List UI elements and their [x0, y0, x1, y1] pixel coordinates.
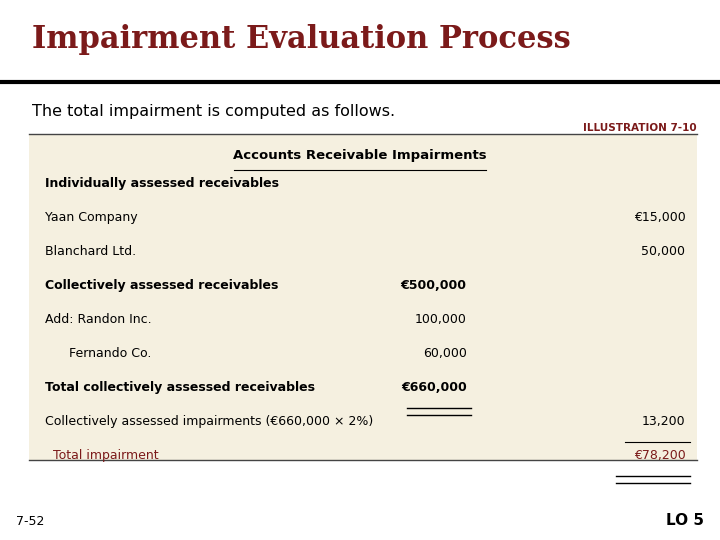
Text: 60,000: 60,000 — [423, 347, 467, 360]
Text: Impairment Evaluation Process: Impairment Evaluation Process — [32, 24, 571, 55]
Text: Collectively assessed receivables: Collectively assessed receivables — [45, 279, 279, 292]
Text: Collectively assessed impairments (€660,000 × 2%): Collectively assessed impairments (€660,… — [45, 415, 374, 428]
Text: Total collectively assessed receivables: Total collectively assessed receivables — [45, 381, 315, 394]
Text: Yaan Company: Yaan Company — [45, 211, 138, 224]
Text: 50,000: 50,000 — [642, 245, 685, 258]
Text: Individually assessed receivables: Individually assessed receivables — [45, 177, 279, 190]
Text: Fernando Co.: Fernando Co. — [45, 347, 152, 360]
Text: 13,200: 13,200 — [642, 415, 685, 428]
Text: €500,000: €500,000 — [400, 279, 467, 292]
Text: Blanchard Ltd.: Blanchard Ltd. — [45, 245, 137, 258]
Text: LO 5: LO 5 — [666, 513, 704, 528]
Text: Add: Randon Inc.: Add: Randon Inc. — [45, 313, 152, 326]
FancyBboxPatch shape — [29, 134, 697, 460]
Text: €660,000: €660,000 — [401, 381, 467, 394]
Text: €15,000: €15,000 — [634, 211, 685, 224]
Text: 100,000: 100,000 — [415, 313, 467, 326]
Text: The total impairment is computed as follows.: The total impairment is computed as foll… — [32, 104, 395, 119]
Text: €78,200: €78,200 — [634, 449, 685, 462]
Text: ILLUSTRATION 7-10: ILLUSTRATION 7-10 — [583, 123, 697, 133]
Text: Total impairment: Total impairment — [45, 449, 159, 462]
Text: Accounts Receivable Impairments: Accounts Receivable Impairments — [233, 148, 487, 161]
Text: 7-52: 7-52 — [16, 515, 44, 528]
